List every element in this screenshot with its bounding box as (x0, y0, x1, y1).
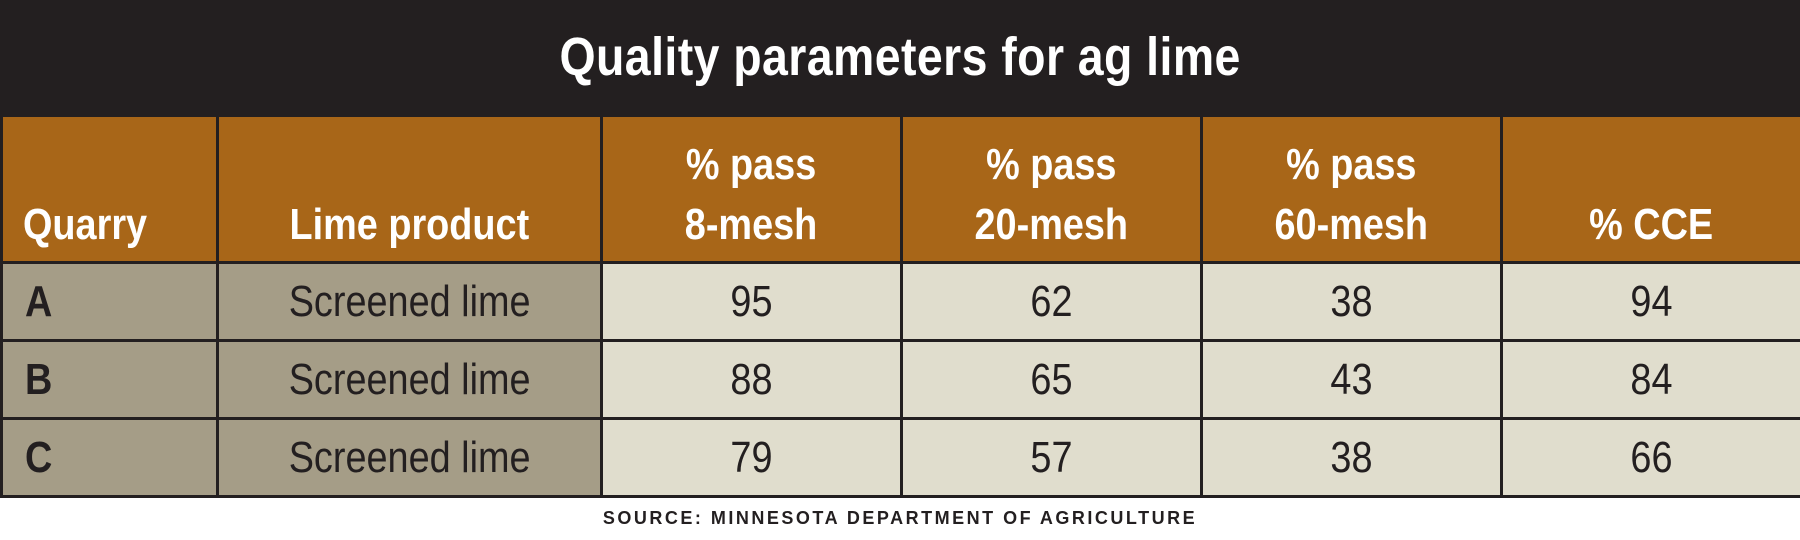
pass-8-mesh-value: 88 (730, 354, 773, 404)
pass-20-mesh-cell: 57 (900, 417, 1203, 498)
quarry-cell: C (0, 417, 219, 498)
pass-60-mesh-value: 38 (1330, 432, 1373, 482)
pass-20-mesh-value: 65 (1030, 354, 1073, 404)
lime-product-cell: Screened lime (216, 339, 603, 420)
header-quarry: Quarry (0, 114, 219, 264)
quarry-value: C (25, 432, 53, 482)
header-quarry-label: Quarry (23, 200, 148, 249)
pass-60-mesh-cell: 38 (1200, 261, 1503, 342)
header-pass-8-mesh-label: % pass 8-mesh (685, 140, 818, 249)
header-lime-product-label: Lime product (289, 200, 530, 249)
header-cce-label: % CCE (1589, 200, 1714, 249)
pass-8-mesh-value: 79 (730, 432, 773, 482)
title-bar: Quality parameters for ag lime (0, 0, 1800, 114)
pass-60-mesh-value: 43 (1330, 354, 1373, 404)
lime-quality-table: Quarry Lime product % pass 8-mesh % pass… (0, 114, 1800, 498)
table-row: C Screened lime 79 57 38 66 (0, 417, 1800, 498)
quarry-cell: A (0, 261, 219, 342)
quarry-value: A (25, 276, 53, 326)
cce-cell: 94 (1500, 261, 1800, 342)
pass-20-mesh-cell: 65 (900, 339, 1203, 420)
header-pass-60-mesh: % pass 60-mesh (1200, 114, 1503, 264)
cce-value: 94 (1630, 276, 1673, 326)
header-pass-8-mesh: % pass 8-mesh (600, 114, 903, 264)
quarry-cell: B (0, 339, 219, 420)
lime-product-value: Screened lime (288, 432, 531, 482)
pass-60-mesh-value: 38 (1330, 276, 1373, 326)
header-pass-60-mesh-label: % pass 60-mesh (1274, 140, 1429, 249)
cce-value: 66 (1630, 432, 1673, 482)
pass-60-mesh-cell: 43 (1200, 339, 1503, 420)
header-row: Quarry Lime product % pass 8-mesh % pass… (0, 114, 1800, 264)
lime-product-cell: Screened lime (216, 417, 603, 498)
table-row: A Screened lime 95 62 38 94 (0, 261, 1800, 342)
lime-product-value: Screened lime (288, 354, 531, 404)
lime-product-cell: Screened lime (216, 261, 603, 342)
cce-cell: 84 (1500, 339, 1800, 420)
cce-cell: 66 (1500, 417, 1800, 498)
lime-product-value: Screened lime (288, 276, 531, 326)
pass-20-mesh-value: 62 (1030, 276, 1073, 326)
header-pass-20-mesh-label: % pass 20-mesh (974, 140, 1129, 249)
source-note: SOURCE: MINNESOTA DEPARTMENT OF AGRICULT… (602, 508, 1198, 528)
pass-20-mesh-cell: 62 (900, 261, 1203, 342)
pass-8-mesh-cell: 88 (600, 339, 903, 420)
pass-8-mesh-value: 95 (730, 276, 773, 326)
pass-8-mesh-cell: 95 (600, 261, 903, 342)
header-lime-product: Lime product (216, 114, 603, 264)
header-pass-20-mesh: % pass 20-mesh (900, 114, 1203, 264)
pass-8-mesh-cell: 79 (600, 417, 903, 498)
quarry-value: B (25, 354, 53, 404)
table-title: Quality parameters for ag lime (559, 27, 1241, 87)
pass-20-mesh-value: 57 (1030, 432, 1073, 482)
cce-value: 84 (1630, 354, 1673, 404)
pass-60-mesh-cell: 38 (1200, 417, 1503, 498)
table-row: B Screened lime 88 65 43 84 (0, 339, 1800, 420)
header-cce: % CCE (1500, 114, 1800, 264)
